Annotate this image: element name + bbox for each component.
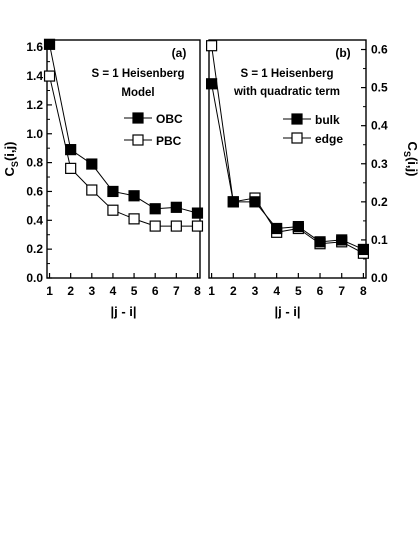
data-point-bulk — [206, 78, 218, 90]
data-point-bulk — [357, 243, 369, 256]
x-tick-label: 8 — [194, 284, 201, 298]
y-tick-label: 0.4 — [26, 213, 43, 227]
y-tick-label: 1.4 — [26, 69, 43, 83]
data-point-OBC — [43, 38, 56, 50]
annotation-text: S = 1 Heisenberg — [241, 68, 334, 80]
data-point-PBC — [170, 220, 182, 232]
y-tick-label: 1.0 — [26, 127, 43, 141]
panel-label: (a) — [172, 46, 187, 60]
y-axis-label: CS(i,j) — [402, 142, 419, 177]
data-point-OBC — [65, 144, 77, 156]
data-point-bulk — [227, 196, 239, 208]
legend-marker — [132, 112, 144, 124]
y-tick-label: 0.0 — [371, 271, 388, 285]
data-point-PBC — [128, 213, 140, 225]
y-tick-label: 0.1 — [371, 233, 388, 247]
x-tick-label: 7 — [173, 284, 180, 298]
data-point-OBC — [170, 201, 182, 213]
x-tick-label: 3 — [88, 284, 95, 298]
x-tick-label: 7 — [338, 284, 345, 298]
panel-b: 0.0 0.1 0.2 0.3 0.4 0.5 0.6 1 2 3 4 5 6 7 8 |j - i| CS(i… — [206, 39, 419, 319]
y-tick-label: 0.2 — [371, 195, 388, 209]
data-point-bulk — [271, 222, 283, 235]
data-point-OBC — [86, 158, 98, 170]
panel-label: (b) — [335, 46, 350, 60]
x-tick-label: 1 — [208, 284, 215, 298]
y-axis-label: CS(i,j) — [2, 142, 20, 177]
y-tick-label: 0.3 — [371, 157, 388, 171]
plot-frame — [46, 39, 201, 279]
x-tick-label: 5 — [131, 284, 138, 298]
x-axis-label: |j - i| — [274, 304, 300, 319]
data-point-PBC — [43, 70, 56, 82]
legend-label: OBC — [156, 112, 183, 126]
x-tick-label: 5 — [295, 284, 302, 298]
data-point-PBC — [86, 184, 98, 196]
data-point-OBC — [128, 190, 140, 202]
x-tick-label: 1 — [46, 284, 53, 298]
data-point-PBC — [149, 220, 161, 232]
y-tick-label: 0.8 — [26, 156, 43, 170]
y-tick-label: 0.4 — [371, 119, 388, 133]
data-point-PBC — [107, 204, 119, 216]
y-tick-label: 0.5 — [371, 81, 388, 95]
data-point-edge — [206, 40, 218, 52]
legend-label: bulk — [315, 113, 340, 127]
x-tick-label: 2 — [67, 284, 74, 298]
data-point-OBC — [191, 207, 204, 219]
y-tick-label: 0.6 — [371, 43, 388, 57]
data-point-bulk — [314, 236, 326, 248]
annotation-text: S = 1 Heisenberg — [92, 68, 185, 80]
x-tick-label: 8 — [360, 284, 367, 298]
data-point-bulk — [336, 234, 348, 246]
y-tick-label: 1.6 — [26, 40, 43, 54]
legend-marker — [132, 134, 144, 146]
data-point-OBC — [107, 185, 119, 198]
panel-a: 0.0 0.2 0.4 0.6 0.8 1.0 1.2 1.4 1.6 1 2 3 4 5 6 7 8 |j - … — [2, 38, 204, 319]
y-tick-label: 0.2 — [26, 242, 43, 256]
x-tick-label: 3 — [252, 284, 259, 298]
x-axis-label: |j - i| — [110, 304, 136, 319]
plot-frame — [208, 39, 367, 279]
x-tick-label: 4 — [273, 284, 280, 298]
x-tick-label: 6 — [152, 284, 159, 298]
annotation-text: with quadratic term — [233, 86, 340, 98]
y-tick-label: 1.2 — [26, 98, 43, 112]
annotation-text: Model — [121, 87, 154, 99]
y-tick-label: 0.6 — [26, 184, 43, 198]
data-point-PBC — [65, 162, 77, 174]
series-line-bulk — [211, 83, 364, 250]
legend-marker — [291, 113, 303, 125]
legend-marker — [291, 132, 303, 144]
legend-label: edge — [315, 132, 343, 146]
y-tick-label: 0.0 — [26, 271, 43, 285]
data-point-OBC — [149, 203, 161, 215]
data-point-PBC — [191, 220, 204, 232]
legend-label: PBC — [156, 134, 182, 148]
x-tick-label: 2 — [230, 284, 237, 298]
x-tick-label: 4 — [110, 284, 117, 298]
data-point-bulk — [292, 220, 304, 233]
x-tick-label: 6 — [317, 284, 324, 298]
data-point-bulk — [249, 196, 261, 208]
